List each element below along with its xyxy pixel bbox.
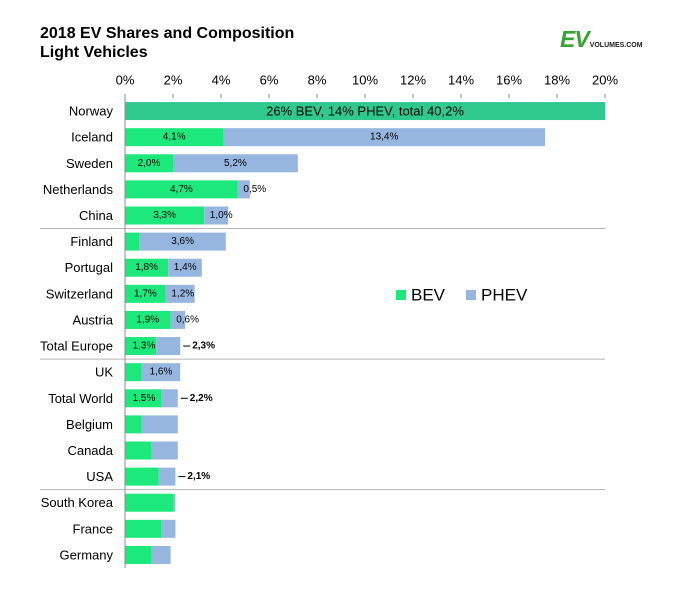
chart-subtitle: Light Vehicles [40,44,148,61]
category-label: Netherlands [43,182,114,197]
bar-phev [223,128,545,147]
category-label: Sweden [66,156,113,171]
ev-volumes-logo: EVVOLUMES.COM [560,26,643,53]
bar-phev [237,180,250,199]
logo-sub-text: VOLUMES.COM [589,42,643,49]
bar-phev [170,310,185,329]
bev-value-label: 3,3% [153,210,176,221]
bar-phev [161,519,176,538]
bev-value-label: 4,1% [163,132,186,143]
bar-bev [125,180,238,199]
bar-bev [125,310,171,329]
phev-value-label: 13,4% [370,132,398,143]
bar-phev [151,545,171,564]
bar-bev [125,467,159,486]
phev-value-label: 1,2% [171,288,194,299]
chart-title-block: 2018 EV Shares and Composition Light Veh… [40,24,294,62]
legend-swatch-phev [466,290,476,300]
legend-swatch-bev [396,290,406,300]
legend-label-phev: PHEV [481,286,528,305]
total-value-label: 2,2% [190,393,213,404]
category-label: UK [95,365,113,380]
category-label: Total Europe [40,339,113,354]
bar-phev [156,337,181,356]
bar-phev [151,441,178,460]
bev-value-label: 1,7% [134,288,157,299]
bar-phev [139,232,226,251]
category-label: France [73,521,113,536]
bar-bev [125,389,161,408]
bar-bev [125,493,173,512]
bar-phev [165,284,195,303]
bar-bev [125,545,152,564]
bar-phev [173,493,176,512]
category-label: Iceland [71,130,113,145]
phev-value-label: 1,6% [150,367,173,378]
bar-norway-total [125,102,605,121]
bev-value-label: 1,8% [135,262,158,273]
category-label: Portugal [65,260,114,275]
category-label: Norway [69,104,114,119]
bev-value-label: 4,7% [170,184,193,195]
chart-title: 2018 EV Shares and Composition [40,25,295,42]
bar-bev [125,232,140,251]
phev-value-label: 3,6% [171,236,194,247]
bar-bev [125,363,142,382]
phev-value-label: 0,5% [243,184,266,195]
total-value-label: 2,1% [187,471,210,482]
category-label: Belgium [66,417,113,432]
bar-phev [158,467,176,486]
bar-bev [125,284,166,303]
x-tick-label: 10% [352,73,378,88]
legend-label-bev: BEV [411,286,446,305]
total-value-label: 2,3% [192,341,215,352]
x-tick-label: 4% [212,73,231,88]
category-label: USA [86,469,113,484]
bar-bev [125,206,205,225]
x-tick-label: 14% [448,73,474,88]
category-label: Canada [67,443,113,458]
bev-value-label: 1,5% [133,393,156,404]
bar-bev [125,519,161,538]
bar-phev [168,258,202,277]
category-label: China [79,208,114,223]
bar-phev [161,389,178,408]
bar-bev [125,128,224,147]
bar-phev [204,206,229,225]
x-tick-label: 16% [496,73,522,88]
bar-phev [141,415,178,434]
category-label: Finland [70,234,113,249]
x-tick-label: 0% [116,73,135,88]
x-tick-label: 8% [308,73,327,88]
category-label: South Korea [41,495,114,510]
logo-main-text: EV [560,26,590,52]
bar-bev [125,337,157,356]
category-label: Austria [73,312,114,327]
bev-value-label: 1,3% [133,341,156,352]
category-label: Total World [48,391,113,406]
category-label: Switzerland [46,286,113,301]
x-tick-label: 6% [260,73,279,88]
bar-overlay-label: 26% BEV, 14% PHEV, total 40,2% [266,104,464,119]
phev-value-label: 1,0% [210,210,233,221]
x-tick-label: 2% [164,73,183,88]
category-label: Germany [60,547,114,562]
bev-value-label: 1,9% [136,314,159,325]
bar-phev [173,154,298,173]
bar-bev [125,441,152,460]
bar-phev [141,363,181,382]
x-tick-label: 20% [592,73,618,88]
bar-bev [125,154,173,173]
phev-value-label: 0,6% [176,314,199,325]
x-tick-label: 18% [544,73,570,88]
x-tick-label: 12% [400,73,426,88]
phev-value-label: 1,4% [174,262,197,273]
bar-bev [125,258,169,277]
bar-bev [125,415,142,434]
bev-value-label: 2,0% [138,158,161,169]
phev-value-label: 5,2% [224,158,247,169]
